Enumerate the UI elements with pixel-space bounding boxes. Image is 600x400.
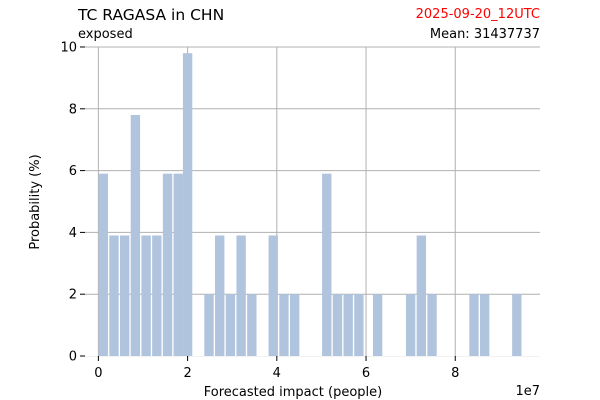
bar-7 [173, 173, 183, 356]
bar-26 [480, 294, 490, 356]
bar-12 [236, 235, 246, 356]
bar-19 [343, 294, 353, 356]
mean-value: Mean: 31437737 [429, 27, 540, 42]
bar-4 [141, 235, 151, 356]
bar-11 [225, 294, 236, 356]
bar-20 [354, 294, 364, 356]
y-tick-label-4: 4 [69, 226, 77, 241]
bar-13 [247, 294, 257, 356]
bar-15 [279, 294, 289, 356]
bar-0 [98, 173, 108, 356]
x-axis-label: Forecasted impact (people) [204, 385, 382, 400]
bar-22 [405, 294, 416, 356]
bar-24 [427, 294, 437, 356]
chart-title: TC RAGASA in CHN [78, 6, 225, 24]
x-tick-label-0: 0 [94, 366, 102, 381]
y-axis-ticks: 0 2 4 6 8 10 [60, 41, 85, 365]
bar-3 [130, 114, 141, 356]
y-tick-label-6: 6 [69, 164, 77, 179]
x-tick-label-4: 4 [273, 366, 281, 381]
bar-17 [322, 173, 332, 356]
y-tick-label-2: 2 [69, 288, 77, 303]
bar-18 [332, 294, 343, 356]
bar-16 [289, 294, 300, 356]
bar-6 [162, 173, 173, 356]
bar-27 [512, 294, 522, 356]
bar-14 [268, 235, 278, 356]
y-tick-label-8: 8 [69, 102, 77, 117]
forecast-date: 2025-09-20_12UTC [415, 7, 540, 22]
bar-2 [120, 235, 130, 356]
bar-23 [416, 235, 427, 356]
bar-21 [372, 294, 383, 356]
bar-5 [152, 235, 162, 356]
bar-1 [109, 235, 119, 356]
bar-25 [469, 294, 479, 356]
y-axis-label: Probability (%) [28, 154, 43, 249]
x-tick-label-6: 6 [362, 366, 370, 381]
x-scale-label: 1e7 [515, 384, 540, 399]
x-tick-label-2: 2 [183, 366, 191, 381]
y-tick-label-0: 0 [69, 350, 77, 365]
bar-8 [182, 53, 193, 357]
bars [98, 53, 522, 357]
x-axis-ticks: 0 2 4 6 8 [94, 356, 459, 381]
y-tick-label-10: 10 [60, 41, 77, 56]
chart-subtitle: exposed [78, 27, 133, 42]
bar-10 [215, 235, 225, 356]
bar-9 [204, 294, 214, 356]
x-tick-label-8: 8 [451, 366, 459, 381]
